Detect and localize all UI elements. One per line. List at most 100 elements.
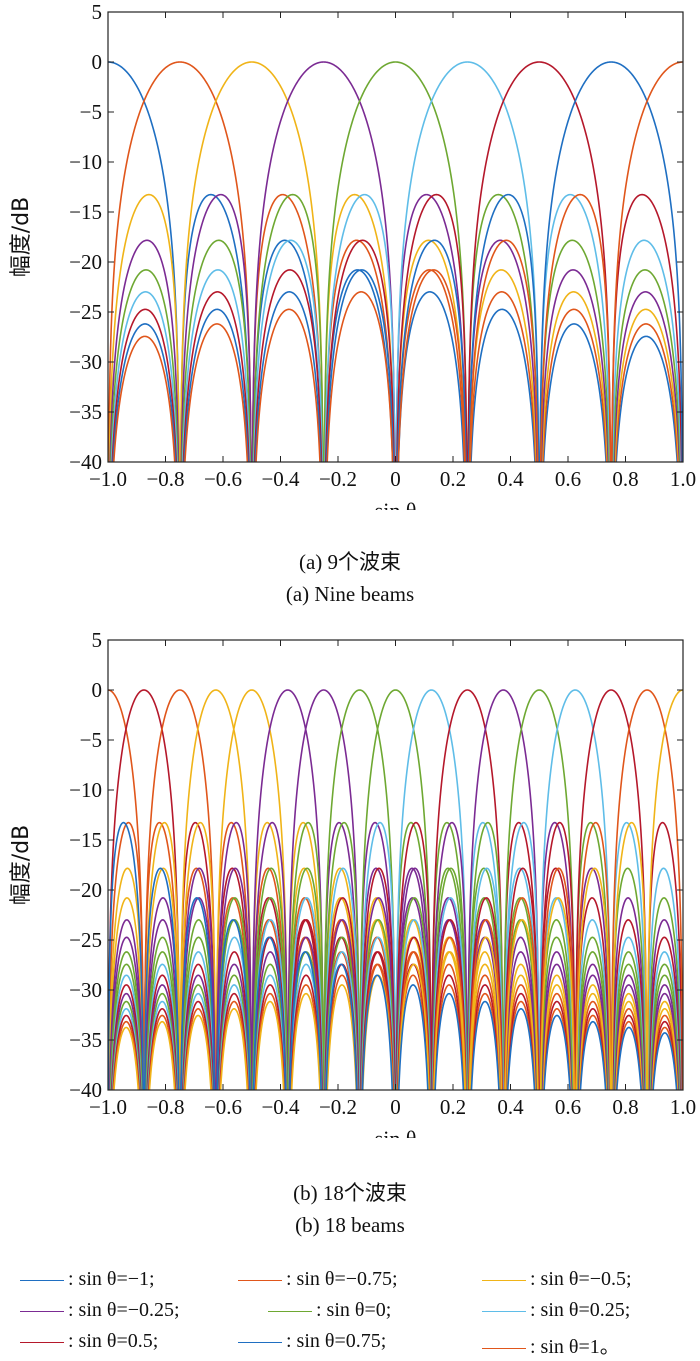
x-axis-label: sin θ xyxy=(375,498,417,510)
series-line-5 xyxy=(108,689,680,1090)
x-tick-label: −1.0 xyxy=(89,1095,127,1119)
legend-label-6: : sin θ=0.25; xyxy=(530,1299,631,1321)
x-tick-label: 1.0 xyxy=(670,467,696,491)
series-line-7 xyxy=(111,61,683,462)
axes-frame xyxy=(107,11,684,463)
plot-area xyxy=(108,689,683,1090)
legend-swatch-1 xyxy=(20,1279,64,1281)
series-line-13 xyxy=(111,689,683,1090)
y-tick-label: −40 xyxy=(69,1078,102,1102)
x-tick-label: 0.2 xyxy=(440,467,466,491)
legend-swatch-3 xyxy=(482,1279,526,1281)
legend-label-5: : sin θ=0; xyxy=(316,1299,392,1321)
series-line-4 xyxy=(108,689,680,1090)
series-line-11 xyxy=(110,689,682,1090)
series-line-15 xyxy=(112,689,683,1090)
y-tick-label: 5 xyxy=(92,0,103,24)
series-line-1 xyxy=(108,61,679,462)
x-tick-label: 0.8 xyxy=(612,1095,638,1119)
y-tick-label: −40 xyxy=(69,450,102,474)
series-line-8 xyxy=(112,61,683,462)
y-tick-label: −5 xyxy=(80,100,102,124)
x-tick-label: −0.4 xyxy=(261,467,300,491)
x-tick-label: −0.2 xyxy=(319,467,357,491)
x-tick-label: 0.4 xyxy=(497,467,524,491)
x-tick-label: 0.2 xyxy=(440,1095,466,1119)
series-line-16 xyxy=(112,689,683,1090)
legend-swatch-8 xyxy=(238,1341,282,1343)
legend-item-7: : sin θ=0.5; xyxy=(20,1330,158,1353)
series-line-9 xyxy=(110,689,681,1090)
legend-item-4: : sin θ=−0.25; xyxy=(20,1299,180,1322)
series-line-2 xyxy=(108,689,679,1090)
chart-b-svg: −1.0 −0.8 −0.6 −0.4 −0.2 0 0.2 0.4 0.6 0.8 1.0 5 0 −5… xyxy=(9,628,696,1138)
y-tick-label: 0 xyxy=(92,50,103,74)
x-tick-label: 0.6 xyxy=(555,467,581,491)
series-line-14 xyxy=(111,689,683,1090)
series-line-17 xyxy=(113,689,683,1090)
x-tick-label: −0.6 xyxy=(204,467,242,491)
legend-item-1: : sin θ=−1; xyxy=(20,1268,155,1291)
series-line-9 xyxy=(112,61,683,462)
legend-label-9: : sin θ=1。 xyxy=(530,1336,620,1358)
legend-label-8: : sin θ=0.75; xyxy=(286,1330,387,1352)
series-line-4 xyxy=(109,61,681,462)
x-tick-label: −1.0 xyxy=(89,467,127,491)
y-tick-label: −15 xyxy=(69,828,102,852)
caption-b-cn: (b) 18个波束 xyxy=(293,1181,407,1205)
x-tick-label: −0.8 xyxy=(146,467,184,491)
legend-item-8: : sin θ=0.75; xyxy=(238,1330,386,1353)
series-line-12 xyxy=(111,689,682,1090)
y-tick-label: −5 xyxy=(80,728,102,752)
y-tick-label: −20 xyxy=(69,878,102,902)
x-tick-label: 0.8 xyxy=(612,467,638,491)
y-tick-label: −15 xyxy=(69,200,102,224)
legend-swatch-4 xyxy=(20,1310,64,1312)
legend-item-5: : sin θ=0; xyxy=(268,1299,391,1322)
legend: : sin θ=−1; : sin θ=−0.75; : sin θ=−0.5;… xyxy=(0,1262,700,1359)
series-line-7 xyxy=(109,689,681,1090)
legend-label-4: : sin θ=−0.25; xyxy=(68,1299,180,1321)
x-tick-label: −0.4 xyxy=(261,1095,300,1119)
x-tick-label: 0 xyxy=(390,1095,401,1119)
series-line-3 xyxy=(108,61,680,462)
legend-swatch-9 xyxy=(482,1347,526,1349)
x-tick-label: −0.6 xyxy=(204,1095,242,1119)
legend-label-7: : sin θ=0.5; xyxy=(68,1330,159,1352)
legend-item-3: : sin θ=−0.5; xyxy=(482,1268,632,1291)
series-line-8 xyxy=(109,689,681,1090)
y-axis-label: 幅度/dB xyxy=(9,197,34,277)
y-tick-label: −25 xyxy=(69,300,102,324)
y-tick-label: −10 xyxy=(69,778,102,802)
y-tick-label: −30 xyxy=(69,978,102,1002)
x-tick-label: 0 xyxy=(390,467,401,491)
legend-swatch-7 xyxy=(20,1341,64,1343)
legend-label-1: : sin θ=−1; xyxy=(68,1268,155,1290)
x-tick-label: −0.8 xyxy=(146,1095,184,1119)
legend-label-2: : sin θ=−0.75; xyxy=(286,1268,398,1290)
y-tick-label: 5 xyxy=(92,628,103,652)
legend-item-6: : sin θ=0.25; xyxy=(482,1299,630,1322)
plot-area xyxy=(108,61,683,462)
chart-a-svg: −1.0 −0.8 −0.6 −0.4 −0.2 0 0.2 0.4 0.6 0.8 1.0 5 0 −5… xyxy=(9,0,696,510)
x-axis-label: sin θ xyxy=(375,1126,417,1138)
y-tick-label: −10 xyxy=(69,150,102,174)
series-line-6 xyxy=(109,689,680,1090)
series-line-2 xyxy=(108,61,679,462)
x-tick-label: −0.2 xyxy=(319,1095,357,1119)
y-tick-label: −25 xyxy=(69,928,102,952)
chart-panel-b: −1.0 −0.8 −0.6 −0.4 −0.2 0 0.2 0.4 0.6 0.8 1.0 5 0 −5… xyxy=(0,628,700,1148)
x-tick-label: 0.6 xyxy=(555,1095,581,1119)
series-line-18 xyxy=(108,821,678,1090)
x-tick-label: 0.4 xyxy=(497,1095,524,1119)
legend-swatch-6 xyxy=(482,1310,526,1312)
y-tick-label: −35 xyxy=(69,1028,102,1052)
caption-b-en: (b) 18 beams xyxy=(295,1213,405,1237)
series-line-1 xyxy=(108,689,678,1090)
x-tick-label: 1.0 xyxy=(670,1095,696,1119)
legend-item-9: : sin θ=1。 xyxy=(482,1330,620,1359)
chart-panel-a: −1.0 −0.8 −0.6 −0.4 −0.2 0 0.2 0.4 0.6 0.8 1.0 5 0 −5… xyxy=(0,0,700,540)
caption-a-cn: (a) 9个波束 xyxy=(298,550,402,574)
legend-swatch-2 xyxy=(238,1279,282,1281)
y-axis-label: 幅度/dB xyxy=(9,825,34,905)
